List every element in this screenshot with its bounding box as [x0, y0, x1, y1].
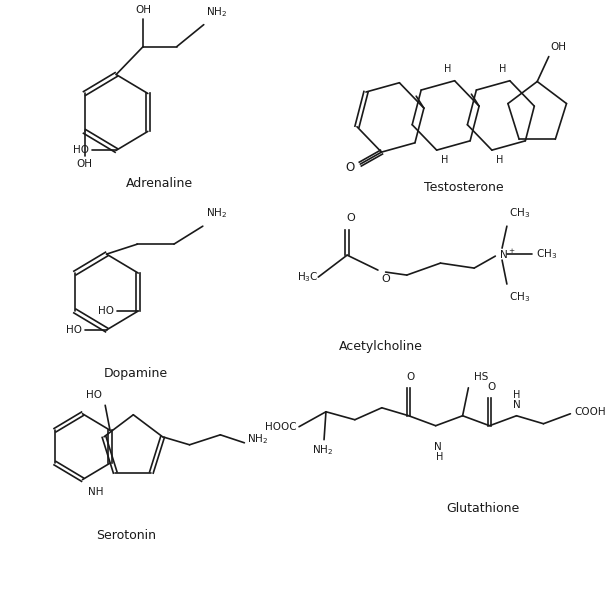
Text: NH$_2$: NH$_2$ — [206, 206, 227, 220]
Text: H: H — [513, 390, 520, 400]
Text: H: H — [496, 155, 504, 165]
Text: CH$_3$: CH$_3$ — [509, 290, 530, 304]
Text: Adrenaline: Adrenaline — [126, 177, 193, 190]
Text: H: H — [444, 64, 451, 73]
Text: OH: OH — [135, 5, 151, 15]
Text: CH$_3$: CH$_3$ — [509, 206, 530, 220]
Text: NH$_2$: NH$_2$ — [247, 432, 269, 446]
Text: HO: HO — [98, 306, 114, 316]
Text: NH: NH — [88, 488, 104, 498]
Text: HO: HO — [86, 390, 102, 400]
Text: N: N — [434, 442, 442, 452]
Text: HS: HS — [474, 372, 488, 382]
Text: OH: OH — [77, 159, 93, 170]
Text: O: O — [382, 274, 390, 284]
Text: Testosterone: Testosterone — [424, 181, 504, 194]
Text: Serotonin: Serotonin — [96, 529, 156, 542]
Text: N: N — [513, 400, 520, 410]
Text: Glutathione: Glutathione — [446, 502, 519, 515]
Text: NH$_2$: NH$_2$ — [206, 5, 227, 18]
Text: O: O — [345, 160, 354, 174]
Text: H: H — [499, 64, 507, 73]
Text: O: O — [487, 382, 496, 392]
Text: Acetylcholine: Acetylcholine — [339, 340, 423, 353]
Text: O: O — [347, 213, 356, 223]
Text: N$^+$: N$^+$ — [499, 248, 516, 261]
Text: NH$_2$: NH$_2$ — [312, 444, 333, 458]
Text: OH: OH — [551, 42, 567, 51]
Text: O: O — [407, 372, 415, 382]
Text: H: H — [441, 155, 448, 165]
Text: HOOC: HOOC — [266, 422, 297, 431]
Text: HO: HO — [73, 146, 90, 155]
Text: H$_3$C: H$_3$C — [297, 270, 319, 284]
Text: HO: HO — [66, 325, 82, 335]
Text: H: H — [436, 452, 443, 461]
Text: CH$_3$: CH$_3$ — [536, 247, 557, 261]
Text: COOH: COOH — [574, 407, 606, 417]
Text: Dopamine: Dopamine — [104, 367, 167, 380]
